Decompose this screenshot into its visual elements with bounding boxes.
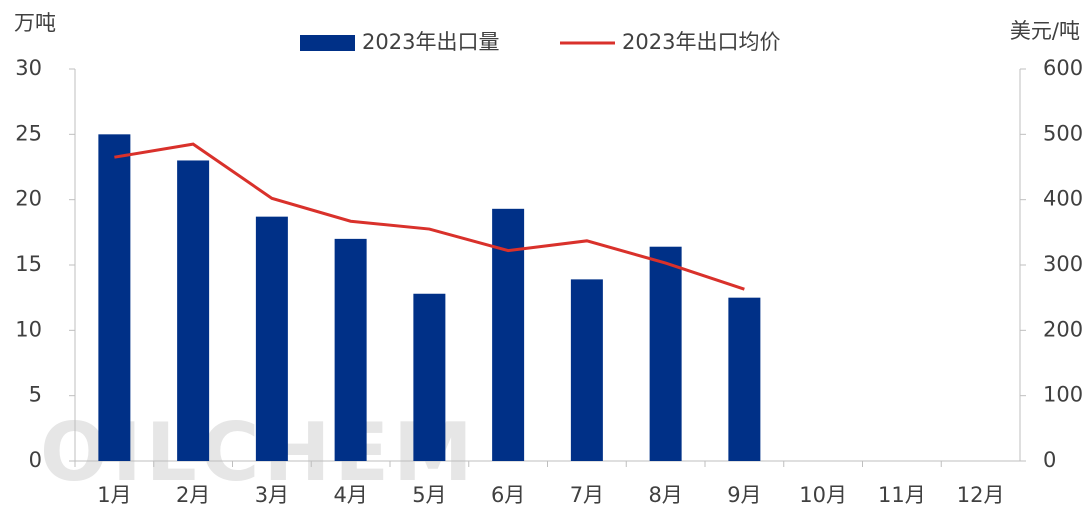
x-tick-label: 9月 bbox=[727, 483, 761, 507]
legend-swatch bbox=[300, 35, 355, 51]
bar bbox=[649, 246, 682, 461]
y2-tick-label: 500 bbox=[1043, 121, 1083, 145]
y2-tick-label: 200 bbox=[1043, 317, 1083, 341]
legend-label: 2023年出口均价 bbox=[622, 30, 780, 54]
y-tick-label: 30 bbox=[15, 56, 42, 80]
y2-tick-label: 0 bbox=[1043, 448, 1056, 472]
bar bbox=[413, 293, 446, 461]
y2-tick-label: 100 bbox=[1043, 383, 1083, 407]
bar bbox=[334, 238, 367, 461]
x-tick-label: 8月 bbox=[648, 483, 682, 507]
x-tick-label: 7月 bbox=[570, 483, 604, 507]
y2-axis-label: 美元/吨 bbox=[1010, 19, 1080, 43]
y2-tick-label: 400 bbox=[1043, 187, 1083, 211]
x-tick-label: 10月 bbox=[799, 483, 847, 507]
x-tick-label: 2月 bbox=[176, 483, 210, 507]
x-tick-label: 3月 bbox=[255, 483, 289, 507]
x-tick-label: 12月 bbox=[957, 483, 1005, 507]
bar bbox=[177, 160, 210, 461]
y-axis-label: 万吨 bbox=[14, 11, 56, 35]
bar bbox=[728, 297, 761, 461]
y-tick-label: 5 bbox=[29, 383, 42, 407]
line bbox=[114, 142, 745, 291]
bar bbox=[98, 134, 131, 462]
legend-label: 2023年出口量 bbox=[362, 30, 499, 54]
y-tick-label: 20 bbox=[15, 187, 42, 211]
y-tick-label: 0 bbox=[29, 448, 42, 472]
y2-tick-label: 300 bbox=[1043, 252, 1083, 276]
y-tick-label: 10 bbox=[15, 317, 42, 341]
x-tick-label: 1月 bbox=[97, 483, 131, 507]
x-tick-label: 6月 bbox=[491, 483, 525, 507]
y-tick-label: 25 bbox=[15, 121, 42, 145]
y-tick-label: 15 bbox=[15, 252, 42, 276]
x-tick-label: 11月 bbox=[878, 483, 926, 507]
bar bbox=[570, 279, 603, 461]
bar bbox=[255, 216, 288, 461]
x-tick-label: 5月 bbox=[412, 483, 446, 507]
x-tick-label: 4月 bbox=[333, 483, 367, 507]
y2-tick-label: 600 bbox=[1043, 56, 1083, 80]
